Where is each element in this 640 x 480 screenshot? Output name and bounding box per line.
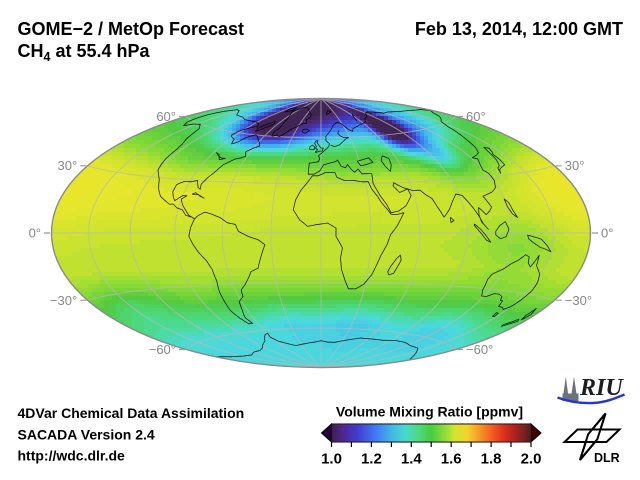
svg-text:30°: 30°: [565, 158, 585, 173]
svg-text:CH4 at 55.4 hPa: CH4 at 55.4 hPa: [18, 41, 151, 64]
svg-text:0°: 0°: [29, 226, 41, 241]
svg-text:RIU: RIU: [579, 375, 624, 401]
svg-text:Feb 13, 2014, 12:00 GMT: Feb 13, 2014, 12:00 GMT: [415, 19, 623, 39]
svg-text:DLR: DLR: [594, 451, 620, 465]
svg-text:60°: 60°: [466, 109, 486, 124]
svg-text:http://wdc.dlr.de: http://wdc.dlr.de: [18, 448, 126, 464]
svg-text:30°: 30°: [58, 158, 78, 173]
svg-text:Volume Mixing Ratio [ppmv]: Volume Mixing Ratio [ppmv]: [336, 404, 523, 420]
svg-text:SACADA Version 2.4: SACADA Version 2.4: [18, 427, 155, 443]
svg-text:4DVar Chemical Data Assimilati: 4DVar Chemical Data Assimilation: [18, 405, 245, 421]
svg-text:1.6: 1.6: [441, 451, 462, 468]
svg-text:GOME−2 / MetOp Forecast: GOME−2 / MetOp Forecast: [18, 19, 245, 39]
svg-text:1.0: 1.0: [321, 451, 342, 468]
svg-text:−30°: −30°: [50, 293, 77, 308]
svg-text:−60°: −60°: [149, 342, 176, 357]
svg-text:−60°: −60°: [466, 342, 493, 357]
svg-text:2.0: 2.0: [521, 451, 542, 468]
svg-text:−30°: −30°: [565, 293, 592, 308]
svg-text:1.8: 1.8: [481, 451, 502, 468]
svg-text:1.4: 1.4: [401, 451, 423, 468]
svg-text:0°: 0°: [601, 226, 613, 241]
svg-text:60°: 60°: [156, 109, 176, 124]
svg-text:1.2: 1.2: [361, 451, 382, 468]
